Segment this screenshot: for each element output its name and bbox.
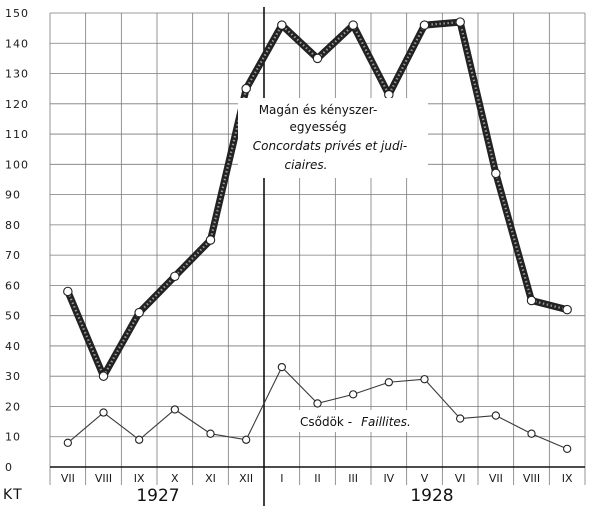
- series-2-point: [491, 411, 500, 420]
- series-1-label-line-4: ciaires.: [284, 158, 327, 172]
- series-1-point: [455, 17, 465, 27]
- series-1-point: [348, 20, 358, 30]
- x-tick-label: VIII: [95, 472, 112, 485]
- series-1-point: [134, 307, 144, 318]
- y-tick-label: 100: [5, 158, 29, 171]
- x-tick-label: VIII: [523, 472, 540, 485]
- x-tick-label: XI: [205, 472, 216, 485]
- series-1-label-background: [238, 98, 428, 178]
- series-2-point: [456, 414, 465, 423]
- series-1-point: [241, 83, 251, 94]
- x-tick-label: X: [171, 472, 179, 485]
- year-label-1928: 1928: [410, 486, 453, 506]
- y-tick-label: 140: [5, 37, 29, 50]
- series-1-label-line-1: Magán és kényszer-: [259, 103, 378, 117]
- series-1-point: [384, 89, 394, 100]
- x-axis: VII VIII IX X XI XII I II III IV V VI VII VIII IX: [61, 472, 573, 485]
- series-1-point: [562, 304, 572, 315]
- y-tick-label: 150: [5, 7, 29, 20]
- y-tick-label: 40: [5, 340, 21, 353]
- x-tick-label: III: [348, 472, 358, 485]
- series-2-point: [349, 390, 358, 399]
- series-2-point: [99, 408, 108, 417]
- x-tick-label: II: [314, 472, 321, 485]
- y-tick-label: 50: [5, 310, 21, 323]
- series-1-line-texture: [66, 20, 568, 378]
- y-tick-label: 70: [5, 249, 21, 262]
- x-tick-label: XII: [239, 472, 253, 485]
- series-2-point: [563, 444, 572, 453]
- series-1-point: [170, 271, 180, 282]
- x-tick-label: IX: [134, 472, 145, 485]
- series-1-point: [312, 53, 323, 64]
- series-1-label-line-3: Concordats privés et judi-: [253, 139, 408, 153]
- series-2-label-plain: Csődök -: [300, 415, 352, 429]
- series-2-point: [420, 375, 429, 384]
- unit-label: KT: [3, 487, 24, 503]
- series-group: [63, 17, 572, 453]
- y-tick-label: 0: [5, 461, 13, 474]
- series-1-line: [64, 18, 569, 380]
- series-1-point: [63, 286, 73, 297]
- y-tick-label: 120: [5, 98, 29, 111]
- y-tick-label: 110: [5, 128, 29, 141]
- series-1-point: [491, 168, 501, 179]
- y-tick-label: 80: [5, 219, 21, 232]
- x-tick-label: VI: [455, 472, 466, 485]
- series-1-point: [526, 295, 537, 306]
- y-tick-label: 10: [5, 431, 21, 444]
- x-tick-label: I: [280, 472, 283, 485]
- series-2-point: [135, 435, 144, 444]
- series-1-point: [98, 371, 109, 381]
- series-2-point: [63, 438, 72, 447]
- series-2-point: [277, 362, 286, 372]
- series-1-label-line-2: egyesség: [290, 120, 347, 134]
- y-tick-label: 20: [5, 400, 21, 413]
- series-2-point: [313, 399, 322, 408]
- x-tick-label: IX: [562, 472, 573, 485]
- series-2-point: [206, 429, 215, 438]
- y-tick-label: 30: [5, 370, 21, 383]
- series-2-point: [527, 429, 536, 438]
- series-1-point: [277, 20, 287, 30]
- x-tick-label: VII: [489, 472, 503, 485]
- y-tick-label: 130: [5, 68, 29, 81]
- series-2-point: [384, 378, 393, 387]
- y-tick-label: 60: [5, 279, 21, 292]
- series-2-label-italic: Faillites.: [361, 415, 411, 429]
- x-tick-label: IV: [383, 472, 394, 485]
- series-2-label-background: [296, 410, 428, 432]
- year-label-1927: 1927: [136, 486, 179, 506]
- series-2-point: [170, 405, 179, 414]
- series-2-point: [242, 435, 251, 444]
- series-1-point: [205, 235, 216, 245]
- series-1-point: [419, 20, 430, 30]
- series-2-label: Csődök - Faillites.: [300, 411, 411, 430]
- y-tick-label: 90: [5, 189, 21, 202]
- x-tick-label: VII: [61, 472, 75, 485]
- x-tick-label: V: [421, 472, 429, 485]
